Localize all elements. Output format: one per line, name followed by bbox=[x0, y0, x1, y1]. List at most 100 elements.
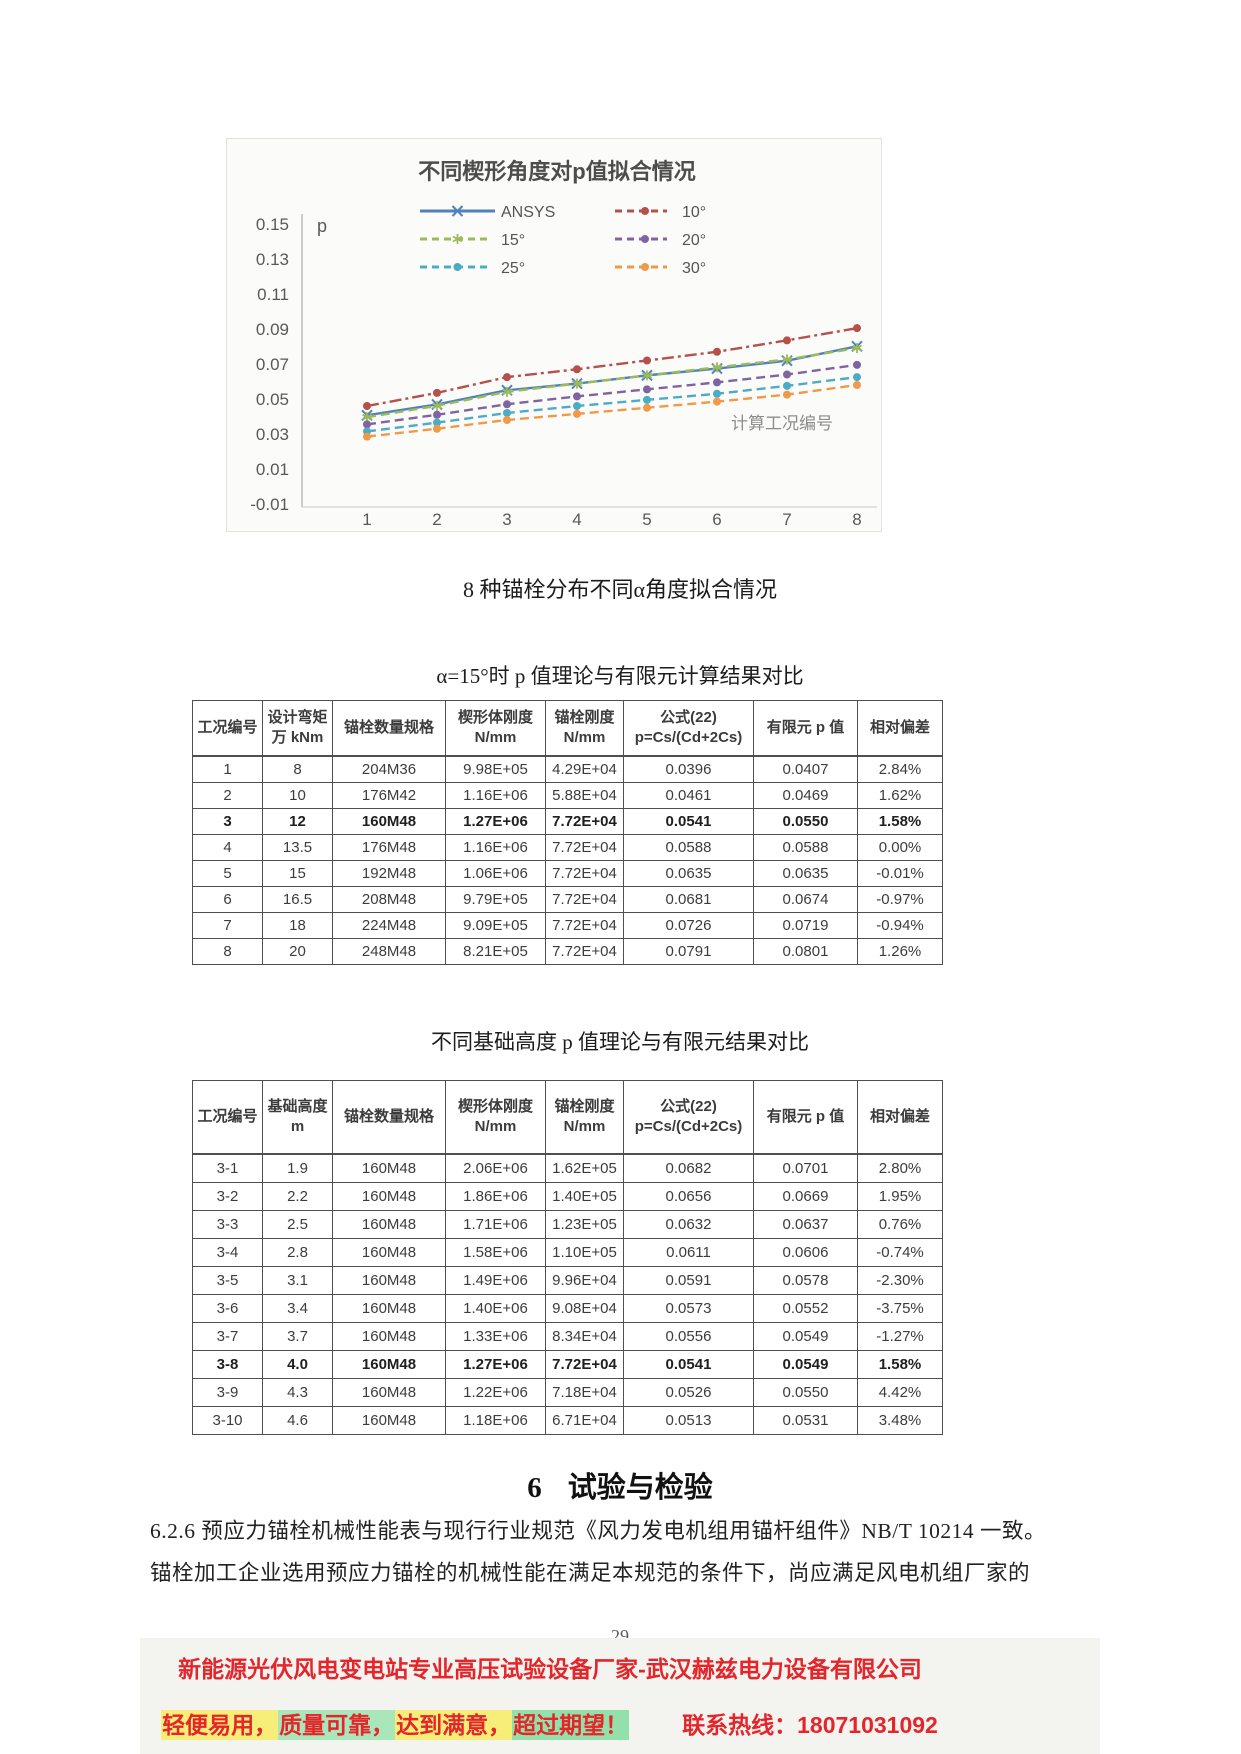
data-point-marker bbox=[363, 402, 371, 410]
table-cell: 2 bbox=[192, 782, 263, 809]
data-point-marker bbox=[433, 418, 441, 427]
table-cell: 6 bbox=[192, 886, 263, 913]
table-cell: 0.0606 bbox=[753, 1238, 858, 1267]
data-point-marker bbox=[572, 380, 582, 387]
data-point-marker bbox=[782, 356, 792, 363]
column-header: 楔形体刚度 N/mm bbox=[445, 1080, 546, 1155]
table-cell: 9.98E+05 bbox=[445, 755, 546, 783]
data-point-marker bbox=[642, 372, 652, 379]
table-row: 3-10 4.6 160M48 1.18E+06 6.71E+04 0.0513 0.053… bbox=[192, 1406, 943, 1435]
data-point-marker bbox=[853, 373, 861, 382]
y-tick-label: 0.05 bbox=[256, 390, 289, 409]
table-cell: 0.0701 bbox=[753, 1153, 858, 1183]
column-header: 锚栓刚度 N/mm bbox=[545, 700, 624, 757]
table-row: 6 16.5 208M48 9.79E+05 7.72E+04 0.0681 0.0674-… bbox=[192, 886, 943, 913]
x-tick-label: 1 bbox=[362, 510, 371, 529]
table-row: 3-6 3.4 160M48 1.40E+06 9.08E+04 0.0573 0.0552… bbox=[192, 1294, 943, 1323]
table-cell: 0.00% bbox=[857, 834, 943, 861]
table-cell: 0.0469 bbox=[753, 782, 858, 809]
column-header: 有限元 p 值 bbox=[753, 1080, 858, 1155]
page-number: 29 bbox=[611, 1626, 629, 1641]
table-cell: -0.94% bbox=[857, 912, 943, 939]
table-cell: 2.84% bbox=[857, 755, 943, 783]
series-line-25° bbox=[366, 375, 858, 433]
table-cell: 160M48 bbox=[332, 1406, 446, 1435]
footer-contact-hotline: 联系热线：18071031092 bbox=[682, 1712, 938, 1738]
data-point-marker bbox=[783, 370, 791, 379]
table-cell: 1.62E+05 bbox=[545, 1153, 624, 1183]
table-cell: 160M48 bbox=[332, 1378, 446, 1407]
table-cell: 9.96E+04 bbox=[545, 1266, 624, 1295]
footer-slogan-segment: 轻便易用， bbox=[161, 1710, 279, 1740]
table-cell: 3-4 bbox=[192, 1238, 263, 1267]
data-point-marker bbox=[641, 207, 649, 215]
column-header: 有限元 p 值 bbox=[753, 700, 858, 757]
table-cell: 0.0556 bbox=[623, 1322, 754, 1351]
table-cell: 7.72E+04 bbox=[545, 886, 624, 913]
table-cell: 160M48 bbox=[332, 1350, 446, 1379]
data-point-marker bbox=[712, 364, 722, 371]
data-point-marker bbox=[433, 410, 441, 419]
data-point-marker bbox=[643, 356, 651, 365]
table-cell: 0.0588 bbox=[623, 834, 754, 861]
table-cell: 0.0552 bbox=[753, 1294, 858, 1323]
table-cell: 0.0461 bbox=[623, 782, 754, 809]
column-header: 相对偏差 bbox=[857, 700, 943, 757]
table-cell: 9.08E+04 bbox=[545, 1294, 624, 1323]
data-point-marker bbox=[433, 424, 441, 433]
table-cell: 0.0541 bbox=[623, 808, 754, 835]
data-point-marker bbox=[453, 263, 462, 271]
table-cell: 8.21E+05 bbox=[445, 938, 546, 965]
table-row: 3-2 2.2 160M48 1.86E+06 1.40E+05 0.0656 0.0669… bbox=[192, 1182, 943, 1211]
table-cell: 224M48 bbox=[332, 912, 446, 939]
table-cell: 3-7 bbox=[192, 1322, 263, 1351]
column-header: 锚栓数量规格 bbox=[332, 1080, 446, 1155]
table-cell: 4.3 bbox=[262, 1378, 333, 1407]
table-row: 1 8 204M36 9.98E+05 4.29E+04 0.0396 0.0407 2.84… bbox=[192, 755, 943, 783]
data-point-marker bbox=[713, 347, 721, 356]
data-point-marker bbox=[432, 402, 442, 410]
table-cell: 9.79E+05 bbox=[445, 886, 546, 913]
table-cell: 0.0513 bbox=[623, 1406, 754, 1435]
table-cell: 160M48 bbox=[332, 1210, 446, 1239]
table-cell: 4.6 bbox=[262, 1406, 333, 1435]
table-row: 5 15 192M48 1.06E+06 7.72E+04 0.0635 0.0635 -0.… bbox=[192, 860, 943, 887]
table-cell: 4.29E+04 bbox=[545, 755, 624, 783]
table-cell: 7 bbox=[192, 912, 263, 939]
table-cell: 204M36 bbox=[332, 755, 446, 783]
table-cell: 1.86E+06 bbox=[445, 1182, 546, 1211]
x-tick-label: 3 bbox=[502, 510, 511, 529]
data-point-marker bbox=[503, 409, 511, 417]
table-row: 7 18 224M48 9.09E+05 7.72E+04 0.0726 0.0719 -0.… bbox=[192, 912, 943, 939]
table-cell: 3-1 bbox=[192, 1153, 263, 1183]
y-tick-label: 0.09 bbox=[256, 320, 289, 339]
table-cell: 1 bbox=[192, 755, 263, 783]
table-row: 3-7 3.7 160M48 1.33E+06 8.34E+04 0.0556 0.0549… bbox=[192, 1322, 943, 1351]
table-cell: 1.95% bbox=[857, 1182, 943, 1211]
column-header: 锚栓刚度 N/mm bbox=[545, 1080, 624, 1155]
table-row: 3 12 160M48 1.27E+06 7.72E+04 0.0541 0.0550 1.5… bbox=[192, 808, 943, 835]
series-line-20° bbox=[366, 363, 858, 426]
column-header: 公式(22) p=Cs/(Cd+2Cs) bbox=[623, 1080, 754, 1155]
table-cell: 0.0588 bbox=[753, 834, 858, 861]
footer-slogan-segment: 质量可靠， bbox=[278, 1710, 396, 1740]
table-cell: 1.27E+06 bbox=[445, 808, 546, 835]
series-line-10° bbox=[366, 326, 858, 408]
column-header: 基础高度 m bbox=[262, 1080, 333, 1155]
table-cell: 1.27E+06 bbox=[445, 1350, 546, 1379]
table-cell: 0.0407 bbox=[753, 755, 858, 783]
data-point-marker bbox=[503, 400, 511, 409]
section-heading: 6 试验与检验 bbox=[150, 1464, 1090, 1506]
table-cell: 0.0611 bbox=[623, 1238, 754, 1267]
table-cell: 3.4 bbox=[262, 1294, 333, 1323]
y-tick-label: 0.03 bbox=[256, 425, 289, 444]
data-point-marker bbox=[503, 416, 511, 424]
table-cell: 1.58% bbox=[857, 808, 943, 835]
table-cell: 7.72E+04 bbox=[545, 1350, 624, 1379]
table-cell: 1.22E+06 bbox=[445, 1378, 546, 1407]
table-cell: 15 bbox=[262, 860, 333, 887]
data-point-marker bbox=[713, 389, 721, 398]
table-cell: 7.18E+04 bbox=[545, 1378, 624, 1407]
table-cell: 7.72E+04 bbox=[545, 912, 624, 939]
data-point-marker bbox=[573, 402, 581, 410]
